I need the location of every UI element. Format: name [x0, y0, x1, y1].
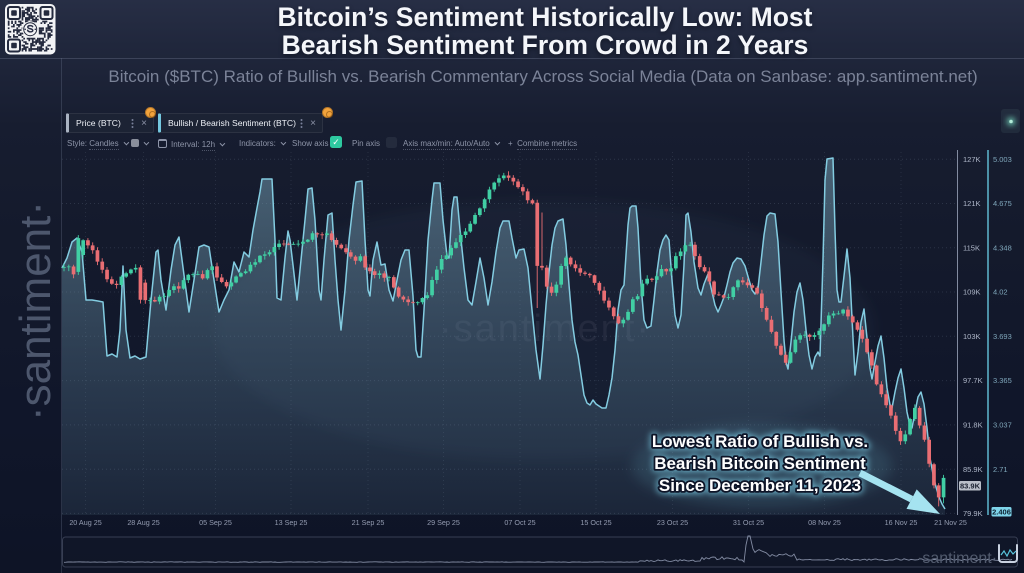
svg-text:2.71: 2.71: [993, 465, 1008, 474]
svg-text:16 Nov 25: 16 Nov 25: [885, 518, 918, 527]
svg-text:103K: 103K: [963, 332, 981, 341]
svg-text:15 Oct 25: 15 Oct 25: [580, 518, 611, 527]
svg-text:23 Oct 25: 23 Oct 25: [657, 518, 688, 527]
svg-text:20 Aug 25: 20 Aug 25: [69, 518, 101, 527]
svg-text:21 Sep 25: 21 Sep 25: [352, 518, 385, 527]
svg-text:83.9K: 83.9K: [960, 482, 981, 491]
svg-text:Lowest Ratio of Bullish vs.: Lowest Ratio of Bullish vs.: [652, 432, 868, 451]
svg-text:115K: 115K: [963, 243, 980, 252]
svg-text:4.02: 4.02: [993, 288, 1008, 297]
svg-text:13 Sep 25: 13 Sep 25: [275, 518, 308, 527]
svg-text:07 Oct 25: 07 Oct 25: [504, 518, 535, 527]
svg-text:05 Sep 25: 05 Sep 25: [199, 518, 232, 527]
svg-text:Bearish Bitcoin Sentiment: Bearish Bitcoin Sentiment: [654, 454, 866, 473]
svg-text:97.7K: 97.7K: [963, 376, 983, 385]
svg-text:127K: 127K: [963, 155, 981, 164]
svg-text:3.365: 3.365: [993, 376, 1012, 385]
svg-text:08 Nov 25: 08 Nov 25: [808, 518, 841, 527]
svg-text:121K: 121K: [963, 199, 981, 208]
svg-text:Bearish Bitcoin Sentiment: Bearish Bitcoin Sentiment: [654, 454, 866, 473]
svg-text:3.693: 3.693: [993, 332, 1012, 341]
svg-text:28 Aug 25: 28 Aug 25: [127, 518, 159, 527]
svg-text:4.675: 4.675: [993, 199, 1012, 208]
svg-text:3.037: 3.037: [993, 421, 1012, 430]
svg-text:109K: 109K: [963, 288, 981, 297]
svg-text:79.9K: 79.9K: [963, 509, 983, 518]
svg-text:2.406: 2.406: [992, 508, 1011, 517]
svg-text:21 Nov 25: 21 Nov 25: [934, 518, 967, 527]
svg-text:Lowest Ratio of Bullish vs.: Lowest Ratio of Bullish vs.: [652, 432, 868, 451]
svg-text:·santiment·: ·santiment·: [917, 550, 997, 567]
svg-text:31 Oct 25: 31 Oct 25: [733, 518, 764, 527]
svg-text:4.348: 4.348: [993, 243, 1012, 252]
svg-text:Since December 11, 2023: Since December 11, 2023: [659, 476, 861, 495]
svg-text:5.003: 5.003: [993, 155, 1012, 164]
svg-text:Since December 11, 2023: Since December 11, 2023: [659, 476, 861, 495]
svg-text:85.9K: 85.9K: [963, 465, 983, 474]
svg-text:·santiment·: ·santiment·: [439, 308, 651, 350]
svg-text:29 Sep 25: 29 Sep 25: [427, 518, 460, 527]
svg-text:91.8K: 91.8K: [963, 421, 983, 430]
